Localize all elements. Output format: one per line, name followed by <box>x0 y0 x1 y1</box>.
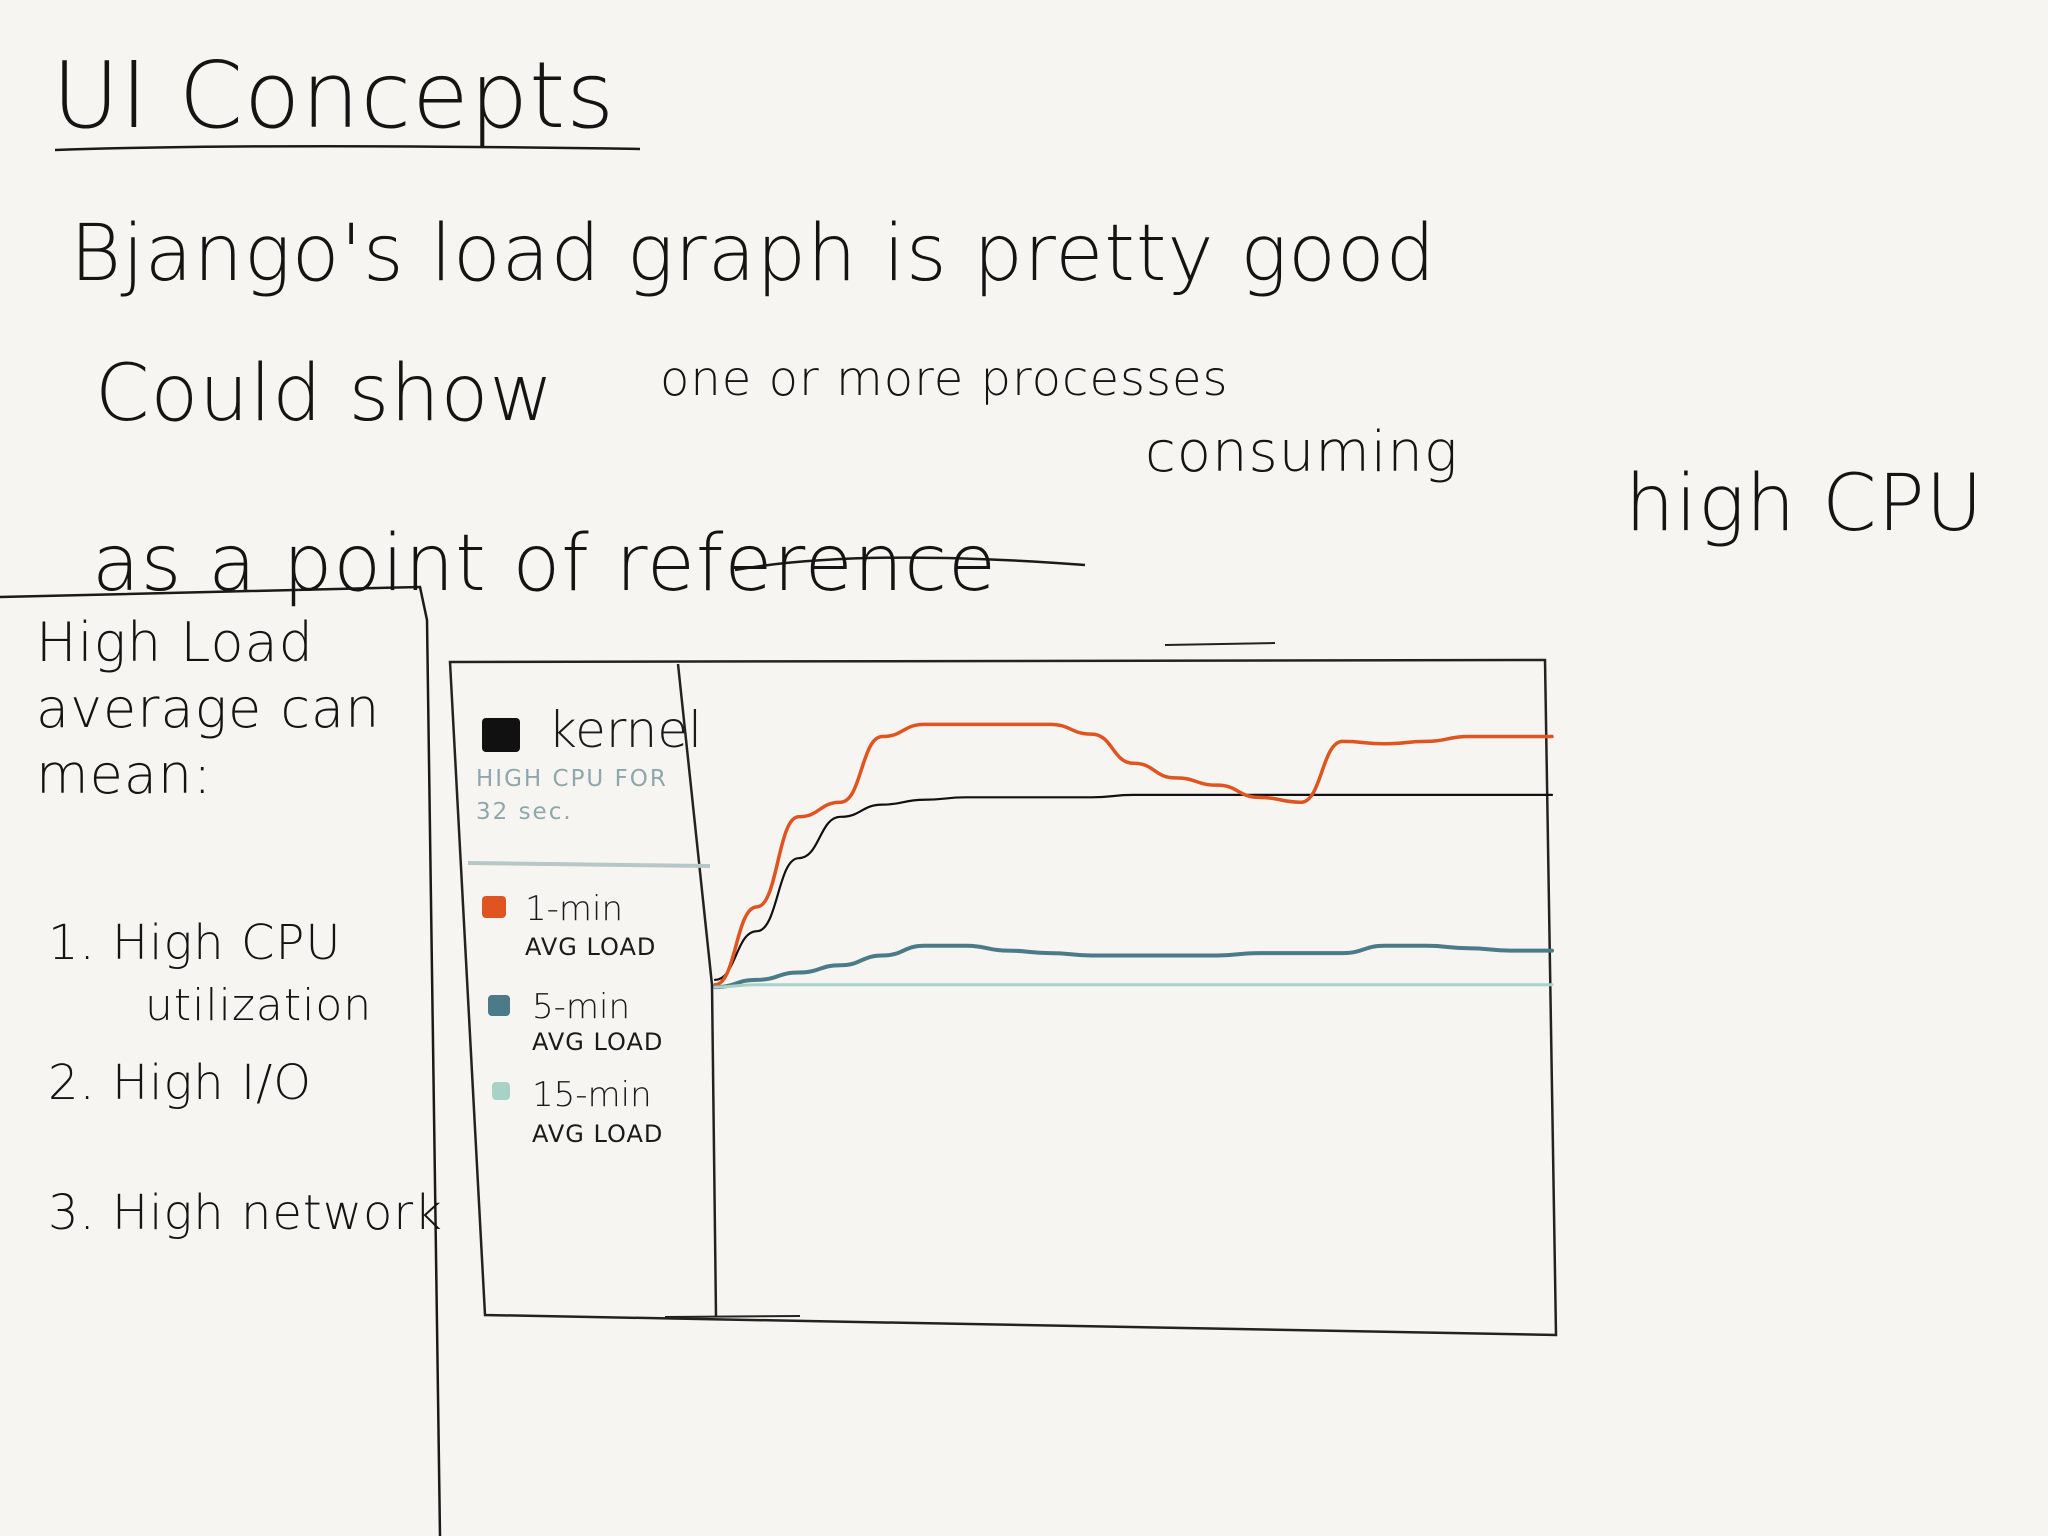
legend-15min-sub: AVG LOAD <box>532 1120 664 1148</box>
legend-divider <box>676 663 718 1318</box>
series-line-5-min <box>713 943 1554 990</box>
note-line-1: Bjango's load graph is pretty good <box>70 209 1437 299</box>
chart-frame <box>448 658 1558 1337</box>
legend-1min-label: 1-min <box>525 889 624 929</box>
legend-kernel-label: kernel <box>548 701 702 759</box>
chart-bottom-mark <box>664 1315 801 1318</box>
note-line-3: as a point of reference <box>92 519 997 609</box>
legend-5min-label: 5-min <box>532 987 631 1027</box>
series-5min-swatch <box>488 995 510 1016</box>
kernel-swatch <box>482 718 520 752</box>
legend-kernel-note: HIGH CPU FOR 32 sec. <box>476 766 668 826</box>
chart-plot-area <box>713 722 1554 990</box>
legend-15min-label: 15-min <box>532 1075 652 1115</box>
note-line-2-inserted: one or more processes <box>660 351 1229 407</box>
series-line-1-min <box>713 722 1554 987</box>
side-note-item-3: 3. High network <box>48 1185 443 1241</box>
strike-through <box>734 556 1086 572</box>
series-1min-swatch <box>482 896 506 918</box>
side-divider-line <box>0 585 442 1536</box>
chart-top-mark <box>1164 642 1276 646</box>
series-line-15-min <box>713 983 1554 989</box>
note-line-2-end: high CPU <box>1625 459 1984 549</box>
side-note-item-2: 2. High I/O <box>48 1055 313 1111</box>
page-title: UI Concepts <box>52 42 616 149</box>
legend-1min-sub: AVG LOAD <box>525 933 657 961</box>
note-line-2-mid: consuming <box>1145 420 1459 485</box>
side-notes-title: High Load average can mean: <box>36 611 381 806</box>
note-line-2-start: Could show <box>95 349 555 439</box>
legend-5min-sub: AVG LOAD <box>532 1028 664 1056</box>
side-note-item-1-cont: utilization <box>145 980 373 1031</box>
title-underline <box>54 144 641 152</box>
series-line-kernel <box>713 793 1554 981</box>
legend-separator <box>467 861 711 868</box>
series-15min-swatch <box>492 1082 510 1100</box>
side-note-item-1: 1. High CPU <box>48 915 342 971</box>
